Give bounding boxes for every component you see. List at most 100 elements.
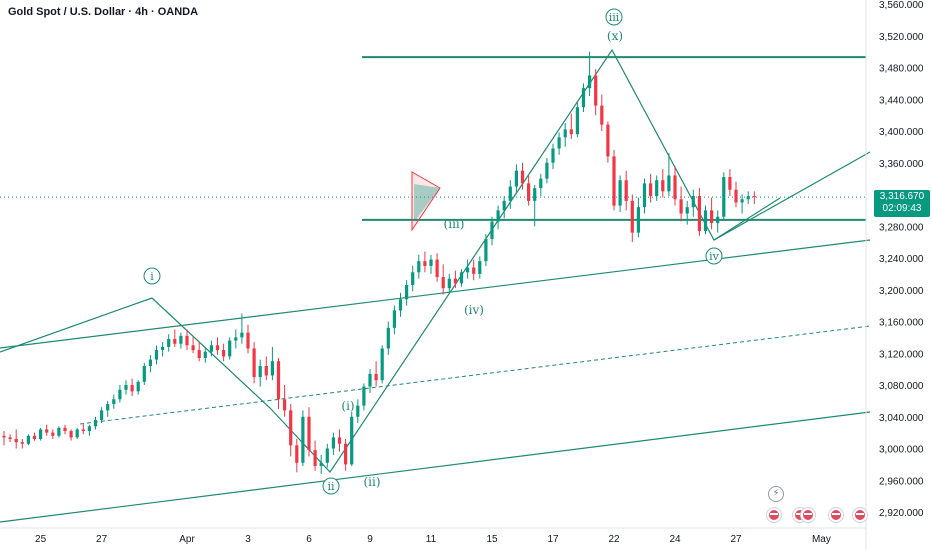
wave-line [713,197,781,241]
candle-body [154,350,159,360]
wave-label: (ii) [363,475,380,489]
y-tick-label: 3,040.000 [879,413,924,424]
y-tick-label: 2,960.000 [879,476,924,487]
candle-body [337,437,342,444]
flag-us-icon[interactable] [852,507,868,523]
candle-body [325,448,329,463]
candle-body [307,416,311,451]
x-tick-label: 6 [306,534,312,545]
wave-label: iii [609,11,620,24]
flag-us-icon[interactable] [766,507,782,523]
candle-body [167,338,171,347]
candle-body [386,327,390,349]
candle-body [185,335,189,346]
y-tick-label: 3,440.000 [879,95,924,106]
candle-body [581,88,586,108]
candle-body [575,107,579,135]
candle-body [392,310,396,328]
lightning-icon[interactable]: ⚡ [768,486,784,502]
candle-body [649,183,653,197]
flag-us-icon[interactable] [800,507,816,523]
wave-labels: iii(i)(ii)(iii)(iv)iii(x)iv [143,8,723,495]
candle-body [520,170,525,184]
y-tick-label: 2,920.000 [879,508,924,519]
candle-body [667,175,671,192]
x-tick-label: 11 [426,534,437,545]
candle-body [728,177,732,190]
candle-body [502,200,506,211]
candle-body [472,267,476,274]
candle-body [234,337,238,341]
wave-label-circle [605,8,623,26]
candle-body [283,399,287,411]
candle-body [179,335,183,344]
candle-body [130,385,134,392]
candle-body [466,267,470,273]
candle-body [69,431,73,438]
candle-body [642,183,647,208]
candle-body [87,426,91,432]
candle-body [161,346,165,351]
candle-body [264,365,268,376]
x-tick-label: 25 [35,534,47,545]
candle-body [252,348,256,378]
candles [2,51,756,474]
candle-body [655,180,659,197]
candle-body [478,261,482,274]
candle-body [661,180,665,192]
candle-body [136,381,140,392]
candle-body [539,178,543,189]
candle-body [118,389,122,400]
candle-body [459,272,464,284]
candle-body [533,188,537,201]
candle-body [45,429,49,433]
wave-label: ii [327,480,335,493]
candle-body [600,105,604,125]
candle-body [612,156,616,206]
candle-body [588,75,592,89]
x-tick-label: 27 [730,534,742,545]
candle-body [527,183,531,201]
candle-body [624,180,628,201]
candle-body [57,427,61,436]
candle-body [496,210,500,222]
x-tick-label: 17 [547,534,559,545]
candle-body [63,427,67,432]
candle-body [453,278,457,284]
wave-label: (x) [607,29,623,43]
candle-body [606,124,610,157]
candle-body [447,278,451,289]
candle-body [148,359,152,366]
candle-body [295,445,299,463]
candle-body [26,435,30,444]
wave-label-circle [705,247,723,265]
x-tick-label: 15 [486,534,498,545]
price-axis[interactable]: 3,560.000 3,520.000 3,480.000 3,440.000 3,40… [865,0,924,550]
channel-lower [0,411,871,523]
wave-label-circle [322,477,340,495]
candle-body [246,332,250,349]
candle-body [746,196,750,200]
candle-body [703,210,708,232]
candle-body [484,238,488,262]
candle-body [301,416,305,463]
y-tick-label: 3,080.000 [879,381,924,392]
time-axis[interactable]: 25 27 Apr 3 6 9 11 15 17 22 24 27 May [0,527,866,545]
wave-label: (iv) [464,303,484,317]
candle-body [411,272,415,285]
candle-body [508,186,512,201]
candle-body [14,438,18,443]
candle-body [514,170,518,187]
candle-body [191,345,195,351]
candle-body [209,345,213,352]
candle-body [374,373,378,381]
candle-body [594,75,598,106]
y-tick-label: 3,400.000 [879,127,924,138]
candle-body [563,129,567,138]
candle-body [289,410,293,446]
candle-body [398,299,403,311]
flag-us-icon[interactable] [828,507,844,523]
annotation-layer [0,48,871,523]
triangle-fill [414,184,440,222]
